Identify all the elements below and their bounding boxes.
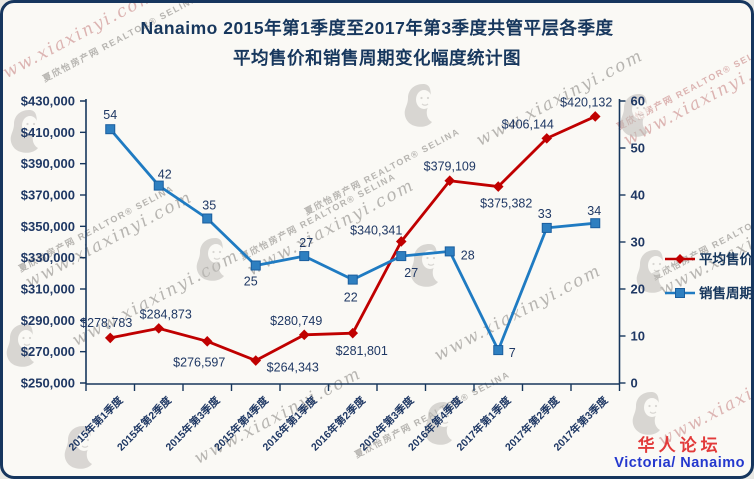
data-point-label: 7	[509, 346, 516, 360]
location-label: Victoria/ Nanaimo	[614, 455, 745, 472]
diamond-marker	[444, 175, 456, 187]
data-point-label: $375,382	[480, 197, 532, 211]
diamond-marker	[250, 355, 262, 366]
left-axis-label: $410,000	[21, 125, 75, 140]
left-axis-label: $430,000	[21, 94, 75, 109]
diamond-marker	[104, 332, 116, 344]
right-axis-label: 0	[631, 376, 638, 391]
dual-axis-line-chart: $430,000 $410,000 $390,000 $370,000 $350,000…	[21, 94, 753, 454]
data-point-label: $379,109	[424, 160, 476, 174]
data-point-label: $281,801	[336, 344, 388, 358]
data-point-label: 27	[299, 236, 313, 250]
left-axis-label: $250,000	[21, 376, 75, 391]
diamond-marker	[492, 181, 504, 192]
right-axis-label: 10	[631, 329, 645, 344]
woman-silhouette-logo-icon	[620, 94, 648, 137]
right-axis-label: 40	[631, 188, 645, 203]
right-axis-label: 20	[631, 282, 645, 297]
left-axis-label: $290,000	[21, 313, 75, 328]
diamond-marker	[201, 336, 213, 347]
data-point-label: 22	[344, 291, 358, 305]
diamond-marker	[298, 329, 310, 341]
data-point-label: $420,132	[560, 95, 612, 109]
square-marker	[396, 251, 407, 262]
woman-silhouette-logo-icon	[196, 238, 224, 281]
legend-label-平均售价: 平均售价	[699, 251, 753, 267]
square-marker	[202, 213, 213, 224]
woman-silhouette-logo-icon	[10, 110, 38, 153]
left-axis-label: $310,000	[21, 282, 75, 297]
left-axis-label: $390,000	[21, 156, 75, 171]
data-point-label: 42	[158, 168, 172, 182]
series-line-平均售价	[108, 115, 597, 362]
diamond-marker	[395, 236, 407, 247]
woman-silhouette-logo-icon	[6, 324, 34, 367]
legend-label-销售周期: 销售周期	[699, 285, 753, 301]
woman-silhouette-logo-icon	[64, 426, 92, 469]
square-marker	[444, 246, 455, 257]
data-point-label: $340,341	[350, 223, 402, 237]
left-axis-label: $370,000	[21, 188, 75, 203]
data-point-label: $280,749	[270, 314, 322, 328]
square-marker	[590, 218, 601, 229]
diamond-marker	[347, 327, 359, 339]
data-point-label: 34	[587, 204, 601, 218]
square-marker	[541, 222, 552, 233]
left-axis-label: $350,000	[21, 219, 75, 234]
data-point-label: $264,343	[267, 361, 319, 375]
diamond-marker	[541, 133, 553, 144]
data-point-label: 27	[404, 266, 418, 280]
forum-name: 华人论坛	[637, 436, 722, 456]
data-point-label: 33	[538, 207, 552, 221]
woman-silhouette-logo-icon	[424, 402, 452, 445]
data-point-label: 28	[461, 248, 475, 262]
woman-silhouette-logo-icon	[636, 250, 664, 293]
data-point-label: $276,597	[173, 355, 225, 369]
square-marker	[347, 274, 358, 285]
site-signature: 华人论坛 Victoria/ Nanaimo	[614, 437, 745, 472]
woman-silhouette-logo-icon	[632, 392, 660, 435]
diamond-marker	[589, 111, 601, 122]
square-marker	[250, 260, 261, 271]
legend-diamond-marker	[675, 254, 685, 264]
data-point-label: 35	[202, 199, 216, 213]
legend-square-marker	[675, 288, 685, 298]
left-axis-label: $330,000	[21, 250, 75, 265]
square-marker	[493, 345, 504, 356]
square-marker	[153, 180, 164, 191]
right-axis-label: 30	[631, 235, 645, 250]
data-point-label: $278,783	[80, 316, 132, 330]
square-marker	[299, 251, 310, 262]
woman-silhouette-logo-icon	[404, 84, 432, 127]
right-axis-label: 60	[631, 94, 645, 109]
left-axis-label: $270,000	[21, 344, 75, 359]
data-point-label: 25	[244, 275, 258, 289]
data-point-label: $284,873	[140, 307, 192, 321]
diamond-marker	[153, 323, 165, 334]
right-axis-label: 50	[631, 141, 645, 156]
data-point-label: 54	[103, 108, 117, 122]
data-point-label: $406,144	[502, 117, 554, 131]
square-marker	[105, 124, 116, 135]
